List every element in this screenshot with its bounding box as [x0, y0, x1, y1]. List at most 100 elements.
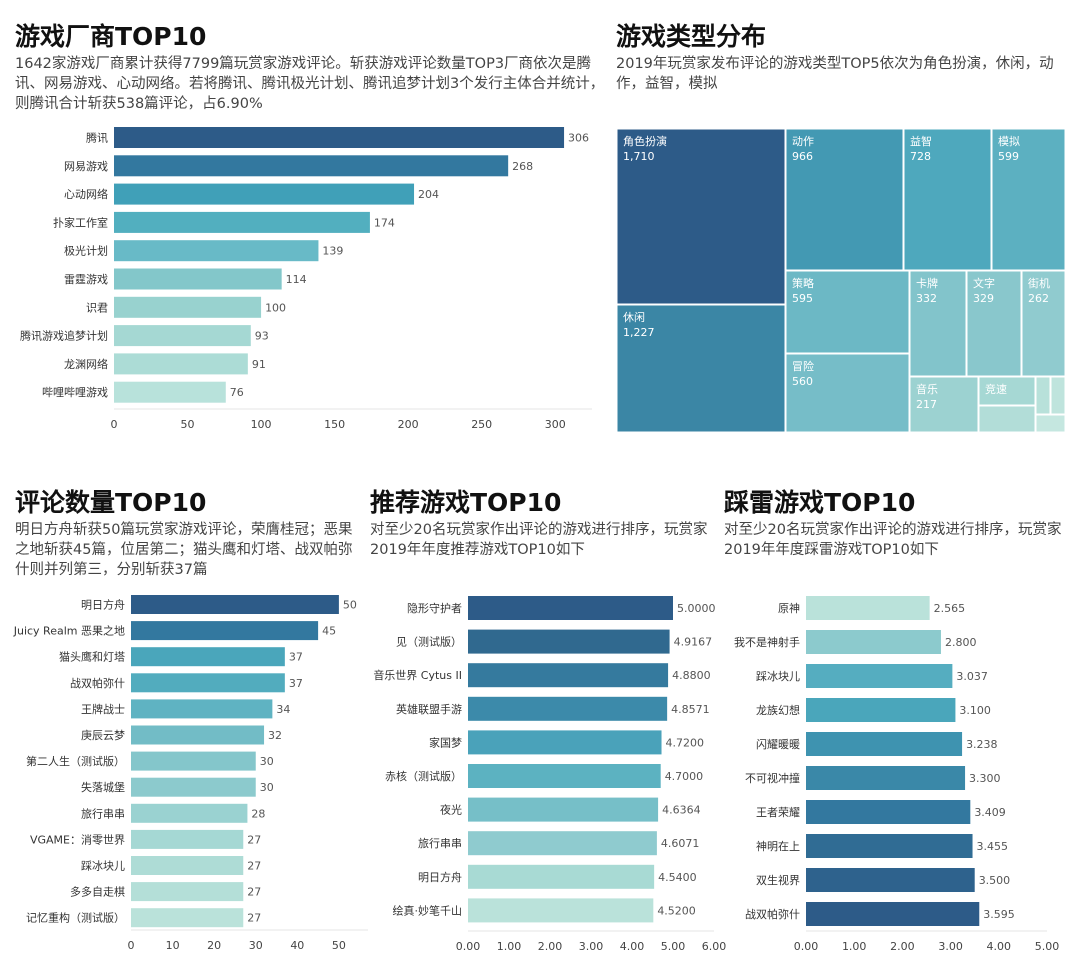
reviews-x-tick-label: 50: [332, 939, 346, 952]
mines-bar: [806, 698, 956, 722]
reviews-value-label: 27: [247, 886, 261, 899]
vendors-category-label: 哔哩哔哩游戏: [42, 386, 108, 399]
recommend-bar: [468, 696, 668, 721]
genre-tile-small: [978, 405, 1036, 433]
genre-tile-name: 角色扮演: [623, 134, 667, 148]
recommend-value-label: 4.8571: [671, 703, 710, 716]
reviews-category-label: 失落城堡: [81, 780, 125, 794]
genre-tile: [909, 270, 967, 377]
genre-tile-small: [1035, 414, 1066, 433]
reviews-title: 评论数量TOP10: [15, 488, 207, 517]
vendors-x-tick-label: 250: [471, 418, 492, 431]
genre-tile-name: 动作: [792, 135, 814, 148]
recommend-value-label: 4.9167: [674, 636, 713, 649]
genre-tile: [785, 270, 910, 354]
reviews-value-label: 27: [247, 833, 261, 846]
mines-value-label: 2.800: [945, 636, 977, 649]
recommend-category-label: 赤核（测试版）: [385, 769, 462, 783]
genre-tile-name: 音乐: [916, 382, 938, 396]
reviews-bar: [131, 673, 285, 693]
genre-tile: [616, 128, 786, 305]
vendors-x-tick-label: 300: [545, 418, 566, 431]
recommend-category-label: 绘真·妙笔千山: [393, 903, 463, 917]
mines-category-label: 王者荣耀: [756, 806, 800, 819]
vendors-bar: [114, 127, 565, 148]
genre-tile-name: 模拟: [998, 134, 1020, 148]
mines-title: 踩雷游戏TOP10: [724, 488, 916, 517]
mines-value-label: 3.595: [983, 908, 1015, 921]
vendors-value-label: 93: [255, 330, 269, 343]
recommend-bar: [468, 831, 657, 856]
vendors-bar: [114, 268, 282, 290]
recommend-value-label: 4.6071: [661, 837, 700, 850]
mines-value-label: 3.100: [959, 704, 991, 717]
recommend-bar: [468, 898, 654, 923]
mines-value-label: 3.037: [956, 670, 988, 683]
vendors-value-label: 174: [374, 216, 395, 229]
vendors-bar: [114, 296, 262, 318]
reviews-value-label: 50: [343, 599, 357, 612]
mines-category-label: 龙族幻想: [756, 703, 800, 717]
genre-tile: [1021, 270, 1066, 377]
vendors-value-label: 139: [322, 245, 343, 258]
recommend-x-tick-label: 1.00: [497, 940, 522, 953]
genre-tile-value: 262: [1028, 292, 1049, 305]
recommend-value-label: 4.5400: [658, 871, 697, 884]
recommend-value-label: 5.0000: [677, 602, 716, 615]
vendors-category-label: 网易游戏: [64, 160, 108, 173]
genre-tile: [903, 128, 992, 271]
genre-subtitle: 2019年玩赏家发布评论的游戏类型TOP5依次为角色扮演，休闲，动作，益智，模拟: [616, 56, 1054, 92]
reviews-bar: [131, 829, 244, 849]
vendors-value-label: 91: [252, 358, 266, 371]
recommend-bar: [468, 730, 662, 755]
reviews-bar: [131, 725, 265, 745]
reviews-subtitle: 明日方舟斩获50篇玩赏家游戏评论，荣膺桂冠；恶果之地斩获45篇，位居第二；猫头鹰…: [15, 522, 353, 578]
reviews-x-tick-label: 40: [290, 939, 304, 952]
mines-value-label: 2.565: [934, 602, 966, 615]
mines-category-label: 闪耀暖暖: [756, 737, 800, 751]
vendors-x-tick-label: 50: [181, 418, 195, 431]
reviews-bar: [131, 751, 256, 771]
reviews-category-label: 旅行串串: [81, 806, 125, 820]
reviews-category-label: 踩冰块儿: [81, 860, 125, 873]
genre-tile: [978, 376, 1036, 406]
vendors-bar: [114, 183, 415, 205]
mines-x-tick-label: 0.00: [794, 940, 819, 953]
reviews-value-label: 27: [247, 860, 261, 873]
vendors-x-tick-label: 100: [251, 418, 272, 431]
recommend-category-label: 家国梦: [429, 735, 462, 749]
recommend-bar: [468, 629, 670, 654]
mines-value-label: 3.500: [979, 874, 1011, 887]
mines-x-tick-label: 3.00: [938, 940, 963, 953]
mines-x-tick-label: 1.00: [842, 940, 867, 953]
recommend-x-tick-label: 6.00: [702, 940, 727, 953]
reviews-value-label: 27: [247, 912, 261, 925]
mines-category-label: 我不是神射手: [734, 635, 800, 649]
reviews-value-label: 34: [276, 703, 290, 716]
reviews-category-label: 多多自走棋: [70, 885, 125, 899]
genre-tile-small: [1035, 376, 1051, 415]
mines-category-label: 双生视界: [756, 873, 800, 887]
vendors-category-label: 龙渊网络: [64, 357, 108, 371]
reviews-bar: [131, 882, 244, 902]
reviews-bar: [131, 803, 248, 823]
vendors-value-label: 100: [265, 301, 286, 314]
reviews-category-label: VGAME：消零世界: [30, 832, 125, 846]
reviews-x-tick-label: 0: [128, 939, 135, 952]
recommend-category-label: 见（测试版）: [396, 635, 462, 649]
reviews-category-label: 庚辰云梦: [81, 728, 125, 742]
mines-category-label: 战双帕弥什: [745, 907, 800, 921]
recommend-x-tick-label: 4.00: [620, 940, 645, 953]
vendors-bar: [114, 353, 248, 375]
genre-tile-name: 策略: [792, 276, 814, 290]
reviews-value-label: 45: [322, 625, 336, 638]
mines-category-label: 神明在上: [756, 839, 800, 853]
reviews-panel: 评论数量TOP10 明日方舟斩获50篇玩赏家游戏评论，荣膺桂冠；恶果之地斩获45…: [15, 488, 360, 580]
reviews-bar: [131, 699, 273, 719]
mines-category-label: 踩冰块儿: [756, 670, 800, 683]
genre-tile: [909, 376, 979, 433]
